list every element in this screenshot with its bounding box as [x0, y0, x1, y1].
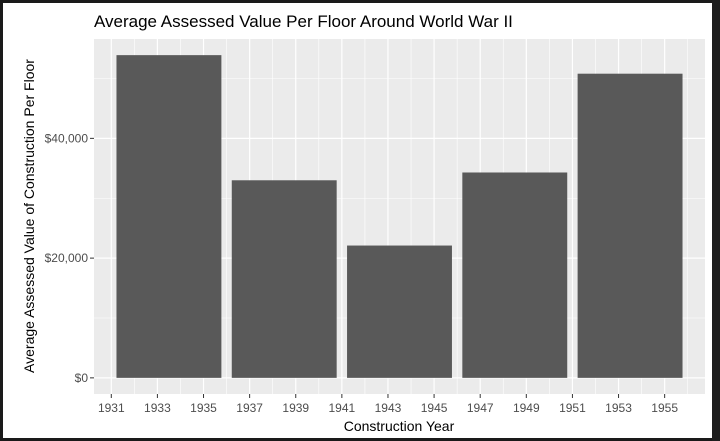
window-edge: [712, 0, 720, 441]
x-tick-label: 1931: [98, 401, 125, 415]
x-tick-label: 1945: [421, 401, 448, 415]
y-axis-ticks: $0 $20,000 $40,000: [45, 131, 94, 385]
x-tick-label: 1941: [329, 401, 356, 415]
y-tick-label: $0: [75, 371, 89, 385]
x-tick-label: 1943: [375, 401, 402, 415]
x-tick-label: 1947: [467, 401, 494, 415]
x-tick-label: 1937: [236, 401, 263, 415]
bar-1941-1946: [347, 245, 452, 378]
x-tick-label: 1951: [559, 401, 586, 415]
x-tick-label: 1955: [651, 401, 678, 415]
x-tick-label: 1953: [605, 401, 632, 415]
chart-frame: Average Assessed Value Per Floor Around …: [3, 3, 712, 438]
bar-1951-1956: [577, 73, 683, 378]
chart-title: Average Assessed Value Per Floor Around …: [94, 12, 513, 31]
bars: [116, 55, 683, 378]
x-tick-label: 1935: [190, 401, 217, 415]
x-tick-label: 1949: [513, 401, 540, 415]
x-tick-label: 1933: [144, 401, 171, 415]
bar-chart: Average Assessed Value Per Floor Around …: [21, 12, 705, 434]
x-axis-title: Construction Year: [344, 418, 455, 434]
x-tick-label: 1939: [282, 401, 309, 415]
bar-1946-1951: [462, 172, 568, 378]
bar-1931-1936: [116, 55, 222, 378]
bar-1936-1941: [231, 180, 337, 378]
y-tick-label: $40,000: [45, 131, 89, 145]
y-tick-label: $20,000: [45, 251, 89, 265]
y-axis-title: Average Assessed Value of Construction P…: [21, 59, 37, 373]
x-axis-ticks: 1931 1933 1935 1937 1939 1941 1943 1945 1947 1949…: [98, 394, 678, 415]
